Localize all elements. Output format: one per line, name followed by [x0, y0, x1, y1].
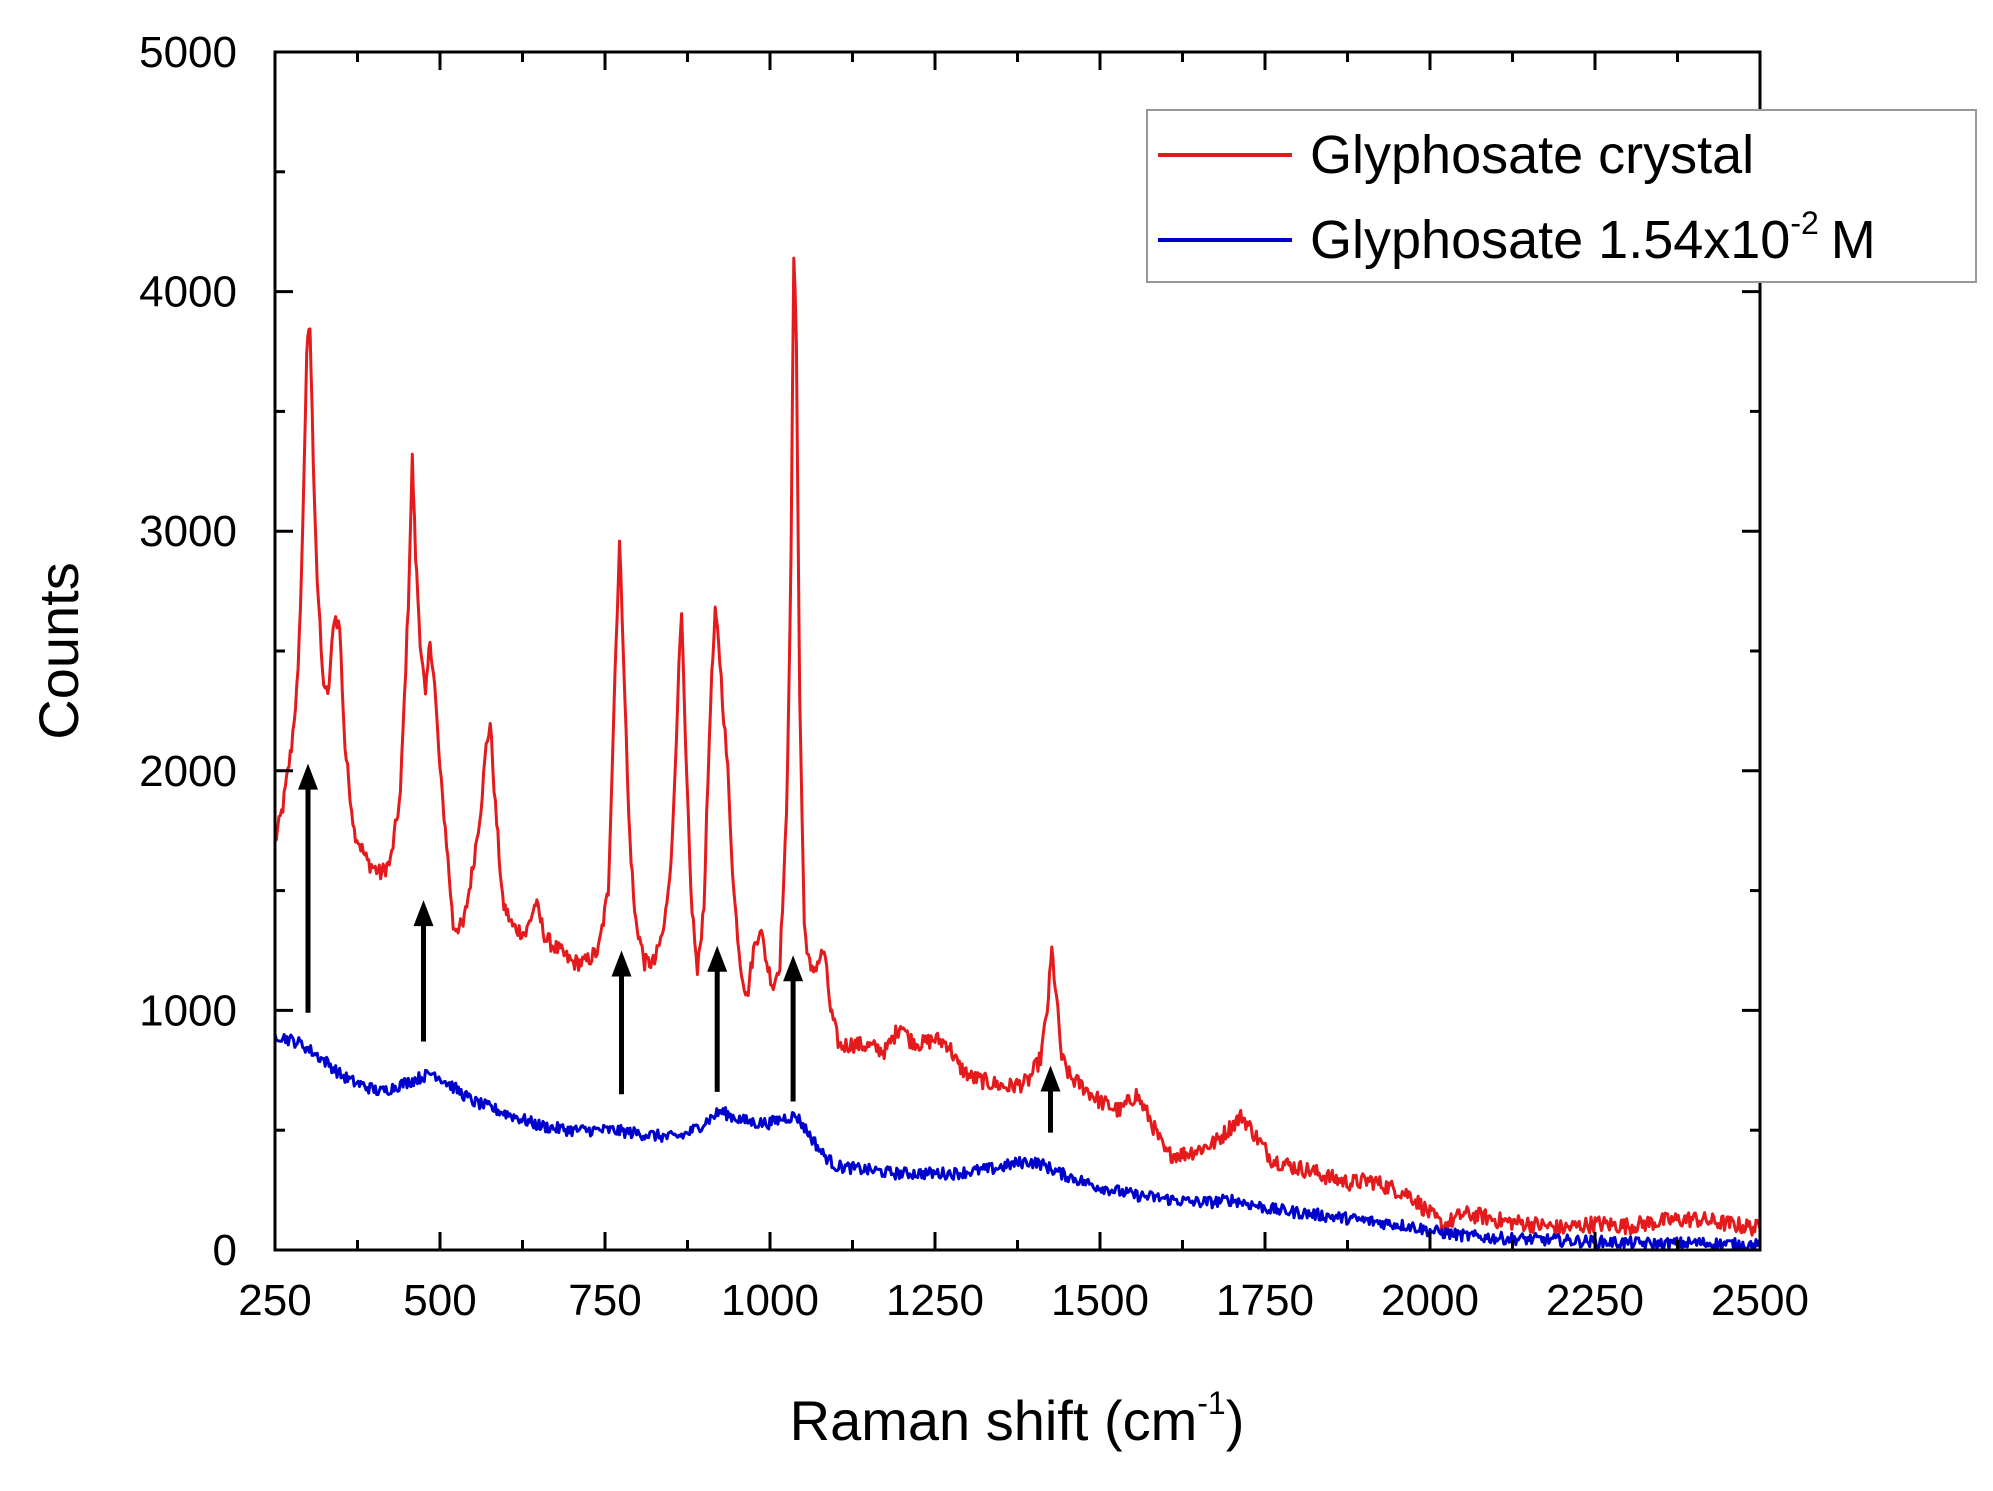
- annotation-arrow-head-3: [707, 945, 728, 972]
- y-axis-ticks: 0 1000 2000 3000 4000 5000: [139, 28, 1760, 1275]
- x-tick-label-500: 500: [403, 1276, 476, 1325]
- annotation-arrow-head-1: [413, 900, 434, 927]
- legend-label-0-text: Glyphosate crystal: [1310, 125, 1754, 185]
- legend-label-1-unit: M: [1831, 210, 1876, 270]
- annotation-arrows: [298, 763, 1061, 1133]
- legend-label-1-sup: -2: [1790, 205, 1818, 241]
- x-tick-label-750: 750: [568, 1276, 641, 1325]
- x-axis-title-close: ): [1226, 1389, 1245, 1452]
- x-tick-label-1000: 1000: [721, 1276, 819, 1325]
- y-tick-label-0: 0: [213, 1226, 237, 1275]
- x-tick-label-2250: 2250: [1546, 1276, 1644, 1325]
- y-tick-label-5000: 5000: [139, 28, 237, 77]
- y-tick-label-1000: 1000: [139, 986, 237, 1035]
- annotation-arrow-head-4: [783, 955, 804, 982]
- legend: Glyphosate crystal Glyphosate 1.54x10-2 M: [1146, 109, 1977, 283]
- x-tick-label-1750: 1750: [1216, 1276, 1314, 1325]
- annotation-arrow-head-5: [1040, 1065, 1061, 1092]
- annotation-arrow-head-2: [611, 950, 632, 977]
- x-tick-label-1500: 1500: [1051, 1276, 1149, 1325]
- x-axis-ticks: 250 500 750 1000 1250 1500 1750 2000 2250 2500: [238, 52, 1809, 1325]
- annotation-arrow-head-0: [298, 763, 318, 790]
- legend-box: [1146, 109, 1977, 283]
- x-axis-title-sup: -1: [1197, 1385, 1225, 1421]
- series-layer: [273, 256, 1762, 1252]
- x-tick-label-2500: 2500: [1711, 1276, 1809, 1325]
- legend-label-glyphosate-crystal: Glyphosate crystal: [1310, 125, 1754, 185]
- x-tick-label-1250: 1250: [886, 1276, 984, 1325]
- y-tick-label-3000: 3000: [139, 507, 237, 556]
- x-axis-title-main: Raman shift (cm: [790, 1389, 1198, 1452]
- series-line-0: [274, 256, 1762, 1237]
- y-tick-label-2000: 2000: [139, 747, 237, 796]
- x-axis-title: Raman shift (cm-1): [790, 1385, 1245, 1452]
- legend-label-1-main: Glyphosate 1.54x10: [1310, 210, 1790, 270]
- series-line-1: [273, 1033, 1762, 1252]
- x-tick-label-2000: 2000: [1381, 1276, 1479, 1325]
- y-tick-label-4000: 4000: [139, 268, 237, 317]
- legend-label-glyphosate-solution: Glyphosate 1.54x10-2 M: [1310, 205, 1876, 270]
- y-axis-title: Counts: [27, 562, 90, 739]
- x-tick-label-250: 250: [238, 1276, 311, 1325]
